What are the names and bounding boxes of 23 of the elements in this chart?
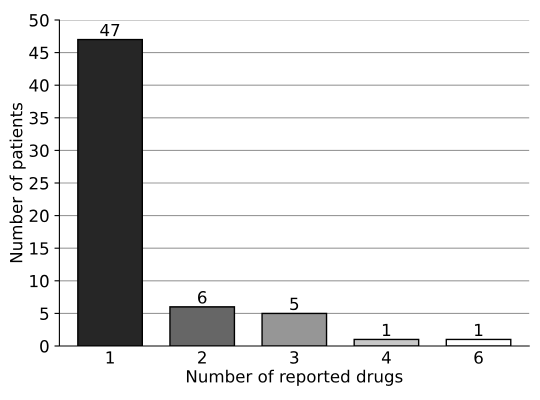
y-tick-label: 50 [30,14,49,27]
y-tick-label: 30 [30,144,49,157]
x-tick-label: 6 [474,351,483,364]
data-label: 5 [290,298,298,310]
y-tick-label: 25 [30,176,48,190]
y-axis-title: Number of patients [10,103,26,262]
y-tick-label: 40 [29,79,49,92]
data-label: 1 [382,324,390,336]
x-axis-title: Number of reported drugs [186,370,402,386]
y-tick-label: 20 [30,210,49,222]
y-tick-label: 5 [40,308,48,320]
x-tick-label: 4 [382,351,391,364]
data-label: 1 [475,324,482,336]
data-label: 6 [198,291,206,304]
y-tick-label: 45 [29,46,48,60]
y-tick-label: 10 [30,274,49,288]
data-label: 47 [100,24,120,36]
x-tick-label: 1 [106,351,114,364]
x-tick-label: 2 [198,351,206,364]
y-tick-label: 15 [30,242,48,255]
y-tick-label: 0 [40,340,49,353]
y-tick-label: 35 [30,112,48,124]
x-tick-label: 3 [290,351,298,364]
